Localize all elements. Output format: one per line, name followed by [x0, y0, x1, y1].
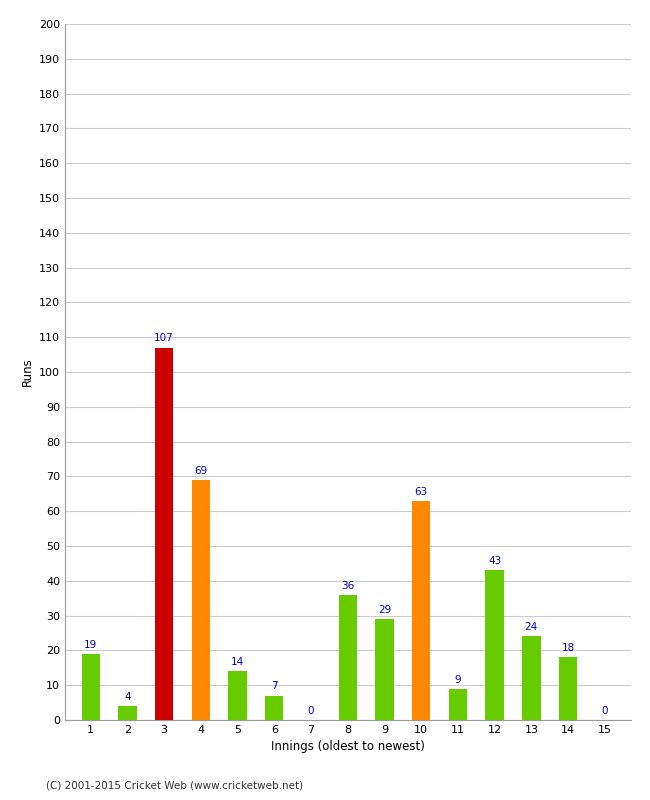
Text: 0: 0 [308, 706, 315, 716]
X-axis label: Innings (oldest to newest): Innings (oldest to newest) [271, 741, 424, 754]
Bar [559, 658, 577, 720]
Text: 4: 4 [124, 692, 131, 702]
Bar [228, 671, 247, 720]
Text: 18: 18 [562, 643, 575, 653]
Bar [412, 501, 430, 720]
Text: 24: 24 [525, 622, 538, 632]
Bar [339, 594, 357, 720]
Text: 29: 29 [378, 605, 391, 615]
Bar [375, 619, 394, 720]
Text: 43: 43 [488, 556, 501, 566]
Bar [265, 696, 283, 720]
Bar [192, 480, 210, 720]
Bar [155, 348, 174, 720]
Text: 69: 69 [194, 466, 207, 476]
Bar [486, 570, 504, 720]
Text: 19: 19 [84, 640, 98, 650]
Text: 9: 9 [454, 674, 462, 685]
Bar [118, 706, 136, 720]
Y-axis label: Runs: Runs [20, 358, 33, 386]
Text: (C) 2001-2015 Cricket Web (www.cricketweb.net): (C) 2001-2015 Cricket Web (www.cricketwe… [46, 781, 303, 790]
Bar [522, 637, 541, 720]
Bar [81, 654, 100, 720]
Text: 36: 36 [341, 581, 354, 590]
Text: 107: 107 [154, 334, 174, 343]
Text: 63: 63 [415, 486, 428, 497]
Text: 7: 7 [271, 682, 278, 691]
Bar [448, 689, 467, 720]
Text: 0: 0 [601, 706, 608, 716]
Text: 14: 14 [231, 657, 244, 667]
